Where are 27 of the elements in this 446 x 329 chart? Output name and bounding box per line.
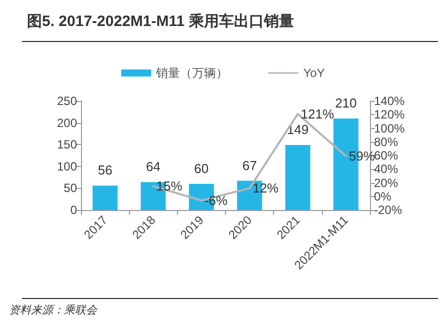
- y2-tick-label: 80%: [374, 134, 398, 149]
- y2-tick-label: 120%: [374, 108, 406, 122]
- data-label: 67: [242, 158, 257, 173]
- bar: [285, 145, 310, 210]
- y2-tick-label: 60%: [374, 148, 398, 162]
- bar: [92, 186, 118, 210]
- y2-tick-label: -20%: [374, 203, 402, 217]
- chart-title: 图5. 2017-2022M1-M11 乘用车出口销量: [27, 12, 294, 30]
- y-tick-label: 0: [70, 203, 78, 217]
- data-label: 60: [194, 160, 209, 176]
- y-tick-label: 50: [64, 181, 78, 196]
- data-label: 64: [146, 159, 160, 174]
- legend-label: YoY: [303, 66, 325, 80]
- y2-tick-label: 40%: [374, 162, 398, 176]
- y-tick-label: 200: [56, 116, 78, 130]
- y2-tick-label: 100%: [374, 121, 406, 136]
- y-tick-label: 100: [56, 159, 78, 174]
- legend-label: 销量（万辆）: [155, 66, 228, 80]
- y2-tick-label: 140%: [374, 94, 406, 108]
- y-tick-label: 150: [56, 138, 78, 152]
- data-label: 56: [98, 162, 112, 178]
- y2-tick-label: 20%: [374, 176, 398, 190]
- text: 资料来源：乘联会: [9, 304, 98, 316]
- y-tick-label: 250: [56, 94, 78, 108]
- data-label: 210: [335, 95, 357, 110]
- y2-tick-label: 0%: [374, 189, 392, 204]
- data-label: 121%: [300, 106, 334, 122]
